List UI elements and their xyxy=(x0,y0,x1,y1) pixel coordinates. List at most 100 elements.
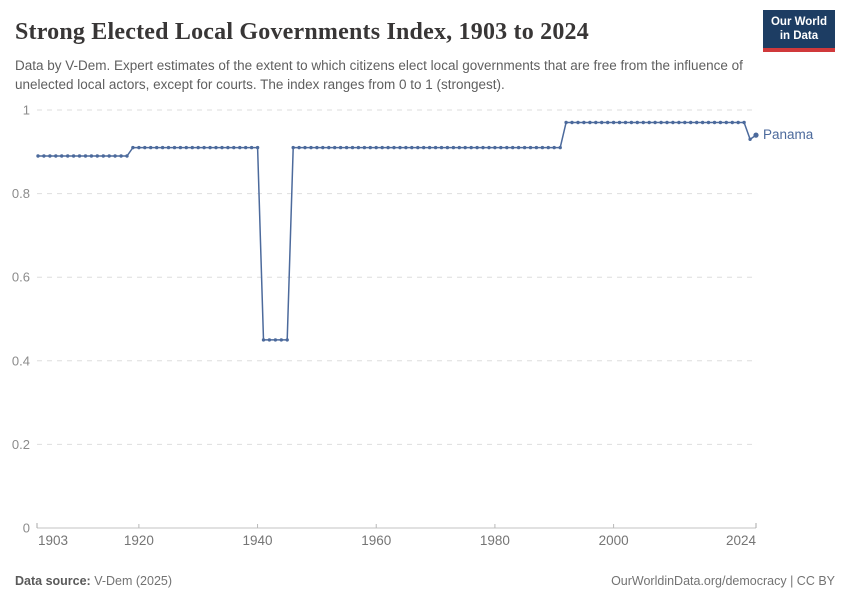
data-point[interactable] xyxy=(54,154,58,158)
data-point[interactable] xyxy=(546,145,550,150)
data-point[interactable] xyxy=(77,154,82,158)
data-point[interactable] xyxy=(196,145,200,150)
data-point[interactable] xyxy=(499,145,503,150)
data-point[interactable] xyxy=(534,145,539,150)
data-point[interactable] xyxy=(695,120,699,125)
data-point[interactable] xyxy=(730,120,734,125)
data-point[interactable] xyxy=(659,120,663,125)
data-point[interactable] xyxy=(706,120,711,125)
data-point[interactable] xyxy=(748,137,752,141)
data-point[interactable] xyxy=(522,145,527,150)
data-point[interactable] xyxy=(475,145,479,150)
data-point[interactable] xyxy=(101,154,106,158)
data-point[interactable] xyxy=(71,154,76,158)
data-point[interactable] xyxy=(202,145,206,150)
data-point[interactable] xyxy=(374,145,378,150)
data-point[interactable] xyxy=(344,145,349,150)
data-point[interactable] xyxy=(273,338,278,342)
data-point[interactable] xyxy=(469,145,473,150)
data-point[interactable] xyxy=(267,338,272,342)
data-point[interactable] xyxy=(736,120,740,125)
data-point[interactable] xyxy=(143,145,147,150)
data-point[interactable] xyxy=(190,145,194,150)
data-point[interactable] xyxy=(83,154,88,158)
data-point[interactable] xyxy=(753,132,759,138)
data-point[interactable] xyxy=(178,145,183,150)
data-point[interactable] xyxy=(303,145,307,150)
data-point[interactable] xyxy=(617,120,622,125)
data-point[interactable] xyxy=(350,145,355,150)
data-point[interactable] xyxy=(422,145,426,150)
data-point[interactable] xyxy=(718,120,723,125)
owid-logo[interactable]: Our World in Data xyxy=(762,10,835,53)
data-point[interactable] xyxy=(588,120,592,125)
data-point[interactable] xyxy=(493,145,497,150)
data-point[interactable] xyxy=(594,120,598,125)
data-point[interactable] xyxy=(516,145,521,150)
data-point[interactable] xyxy=(155,145,159,150)
data-point[interactable] xyxy=(125,154,129,158)
data-point[interactable] xyxy=(36,154,40,158)
data-point[interactable] xyxy=(95,154,100,158)
data-point[interactable] xyxy=(724,120,728,125)
data-point[interactable] xyxy=(356,145,361,150)
data-point[interactable] xyxy=(166,145,171,150)
data-point[interactable] xyxy=(244,145,248,150)
data-point[interactable] xyxy=(600,120,604,125)
data-point[interactable] xyxy=(635,120,639,125)
data-point[interactable] xyxy=(689,120,693,125)
data-point[interactable] xyxy=(333,145,337,150)
data-point[interactable] xyxy=(712,120,717,125)
data-point[interactable] xyxy=(558,145,562,150)
data-point[interactable] xyxy=(220,145,224,150)
data-point[interactable] xyxy=(214,145,218,150)
data-point[interactable] xyxy=(677,120,681,125)
data-point[interactable] xyxy=(208,145,212,150)
data-point[interactable] xyxy=(119,154,123,158)
data-point[interactable] xyxy=(398,145,402,150)
data-point[interactable] xyxy=(576,120,580,125)
data-point[interactable] xyxy=(297,145,301,150)
data-point[interactable] xyxy=(416,145,420,150)
data-point[interactable] xyxy=(439,145,444,150)
data-point[interactable] xyxy=(60,154,64,158)
data-point[interactable] xyxy=(451,145,456,150)
data-point[interactable] xyxy=(641,120,645,125)
data-point[interactable] xyxy=(528,145,533,150)
data-point[interactable] xyxy=(611,120,616,125)
data-point[interactable] xyxy=(309,145,313,150)
data-point[interactable] xyxy=(445,145,450,150)
data-point[interactable] xyxy=(392,145,396,150)
data-point[interactable] xyxy=(249,145,254,150)
data-point[interactable] xyxy=(433,145,438,150)
data-point[interactable] xyxy=(137,145,141,150)
data-point[interactable] xyxy=(552,145,556,150)
data-point[interactable] xyxy=(338,145,343,150)
data-point[interactable] xyxy=(511,145,515,150)
data-point[interactable] xyxy=(160,145,165,150)
data-point[interactable] xyxy=(89,154,94,158)
data-point[interactable] xyxy=(315,145,319,150)
data-point[interactable] xyxy=(742,120,746,125)
data-point[interactable] xyxy=(238,145,242,150)
data-point[interactable] xyxy=(184,145,188,150)
data-point[interactable] xyxy=(66,154,70,158)
data-point[interactable] xyxy=(368,145,372,150)
data-point[interactable] xyxy=(606,120,610,125)
data-point[interactable] xyxy=(226,145,230,150)
data-point[interactable] xyxy=(671,120,675,125)
data-point[interactable] xyxy=(362,145,367,150)
data-point[interactable] xyxy=(653,120,657,125)
data-point[interactable] xyxy=(113,154,117,158)
data-point[interactable] xyxy=(255,145,260,150)
data-point[interactable] xyxy=(321,145,325,150)
data-point[interactable] xyxy=(487,145,491,150)
data-point[interactable] xyxy=(285,338,289,342)
data-point[interactable] xyxy=(261,338,266,342)
data-point[interactable] xyxy=(42,154,46,158)
data-point[interactable] xyxy=(327,145,331,150)
footer-link[interactable]: OurWorldinData.org/democracy | CC BY xyxy=(611,574,835,588)
data-point[interactable] xyxy=(232,145,236,150)
data-point[interactable] xyxy=(291,145,295,150)
